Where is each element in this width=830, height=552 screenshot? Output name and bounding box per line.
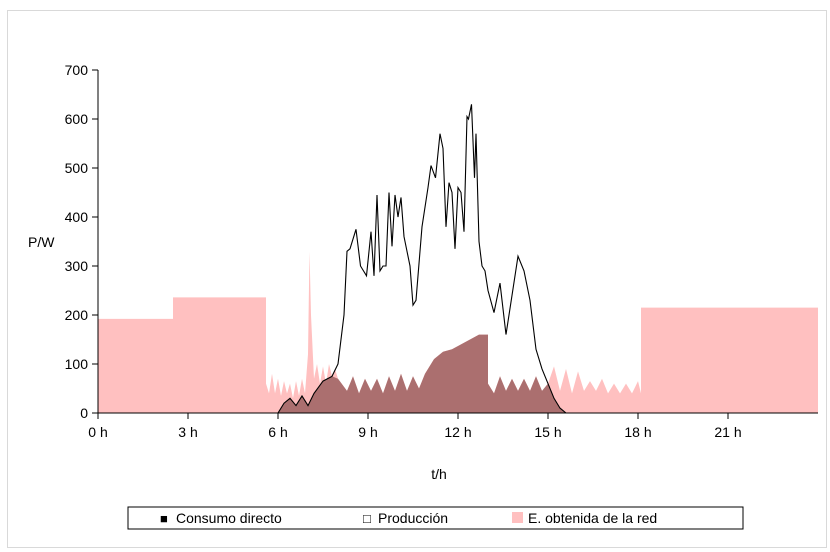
x-axis-label: t/h — [431, 466, 447, 482]
x-tick-label: 12 h — [444, 424, 471, 440]
x-tick-label: 15 h — [534, 424, 561, 440]
y-axis-label: P/W — [28, 234, 55, 250]
legend-label-red: E. obtenida de la red — [528, 510, 657, 526]
y-tick-label: 0 — [80, 405, 88, 421]
x-tick-label: 21 h — [714, 424, 741, 440]
x-tick-label: 18 h — [624, 424, 651, 440]
legend-marker-consumo: ■ — [160, 511, 168, 526]
legend-label-consumo: Consumo directo — [176, 510, 282, 526]
y-tick-label: 300 — [65, 258, 89, 274]
y-tick-label: 700 — [65, 62, 89, 78]
x-tick-label: 3 h — [178, 424, 197, 440]
y-tick-label: 100 — [65, 356, 89, 372]
series-area-consumo-directo — [278, 334, 578, 413]
x-tick-label: 9 h — [358, 424, 377, 440]
y-tick-label: 600 — [65, 111, 89, 127]
legend: ■ Consumo directo □ Producción E. obteni… — [127, 506, 744, 530]
legend-box — [127, 506, 744, 530]
y-tick-label: 200 — [65, 307, 89, 323]
y-tick-label: 500 — [65, 160, 89, 176]
y-tick-label: 400 — [65, 209, 89, 225]
chart-frame: 0 100 200 300 400 500 600 700 0 h 3 h 6 h 9 h 12 h 15… — [7, 10, 827, 548]
legend-swatch-red — [512, 512, 523, 523]
x-tick-label: 0 h — [88, 424, 107, 440]
x-tick-label: 6 h — [268, 424, 287, 440]
area-chart: 0 100 200 300 400 500 600 700 0 h 3 h 6 h 9 h 12 h 15… — [28, 62, 818, 530]
legend-marker-produccion: □ — [363, 511, 371, 526]
legend-label-produccion: Producción — [378, 510, 448, 526]
series-line-produccion — [277, 104, 578, 414]
plot-area — [98, 104, 818, 414]
axes: 0 100 200 300 400 500 600 700 0 h 3 h 6 h 9 h 12 h 15… — [65, 62, 818, 440]
